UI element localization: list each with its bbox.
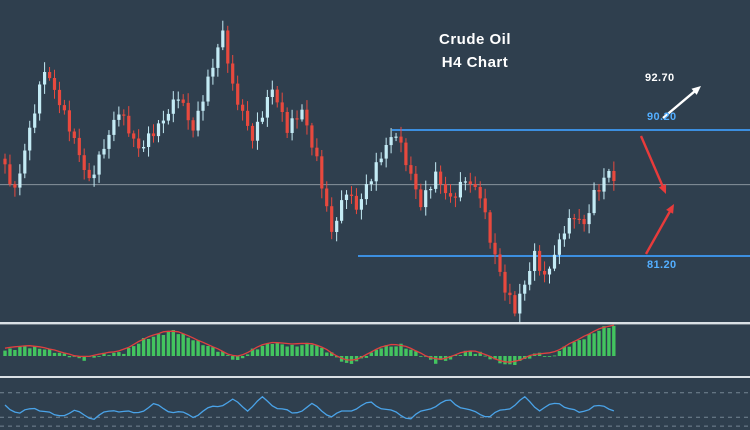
chart-title-symbol: Crude Oil (438, 31, 511, 48)
support-price-label: 81.20 (647, 259, 677, 271)
resistance-price-label: 90.20 (647, 111, 677, 123)
chart-title-timeframe: H4 Chart (441, 54, 509, 71)
chart-title: Crude Oil H4 Chart (423, 28, 527, 74)
target-price-label: 92.70 (645, 72, 675, 84)
